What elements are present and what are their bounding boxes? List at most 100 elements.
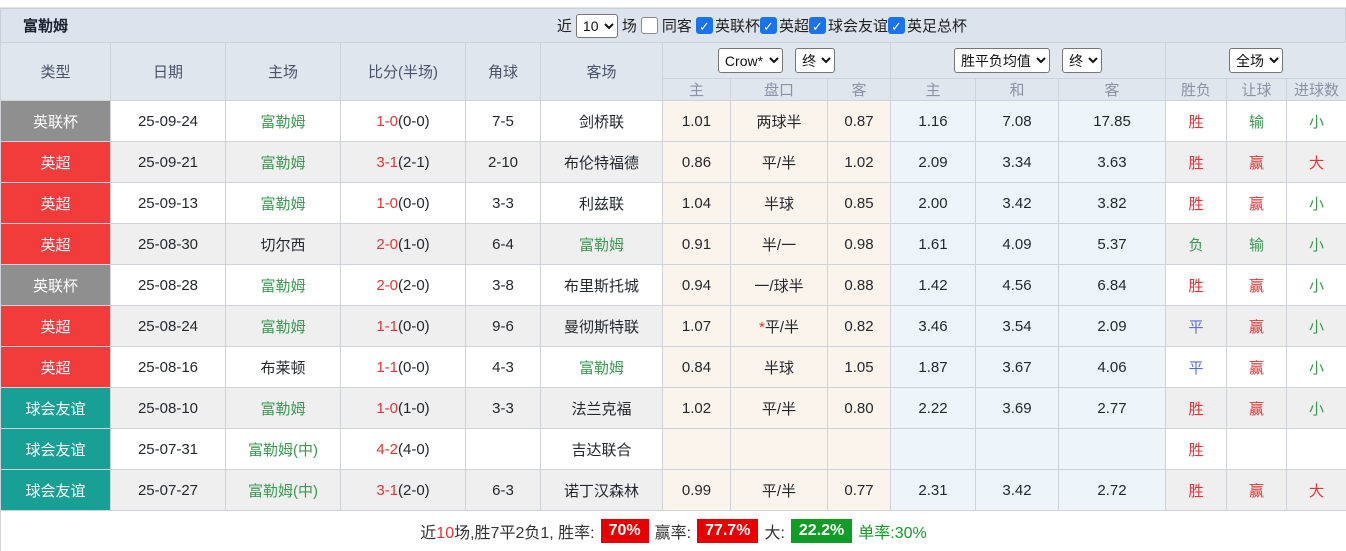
cell-corner: 2-10: [465, 141, 541, 183]
table-row: 英超 25-08-16 布莱顿 1-1(0-0) 4-3 富勒姆 0.84 半球 1.05 1.8…: [0, 346, 1346, 388]
cell-text: (0-0): [398, 194, 430, 212]
cell-avg-draw: 4.09: [975, 223, 1060, 265]
cell-result-wdl: 胜: [1165, 100, 1228, 142]
col-header-type: 类型: [0, 42, 111, 101]
cell-text: (4-0): [398, 440, 430, 458]
cell-date: 25-08-28: [110, 264, 226, 306]
summary-count: 10: [436, 525, 455, 542]
single-rate: 单率:30%: [858, 519, 926, 543]
cell-result-wdl: 平: [1165, 346, 1228, 388]
cell-avg-draw: 4.56: [975, 264, 1060, 306]
cell-score: 2-0(2-0): [340, 264, 466, 306]
subheader-avg-home: 主: [890, 78, 977, 101]
cell-odds-home: 0.99: [662, 469, 731, 511]
cell-date: 25-09-13: [110, 182, 226, 224]
cell-result-handicap: [1226, 428, 1288, 470]
cell-corner: 6-4: [465, 223, 541, 265]
cell-text: 半球: [763, 195, 794, 213]
cell-odds-away: 0.98: [826, 223, 892, 265]
big-rate-label: 大:: [764, 525, 785, 542]
cell-corner: 3-3: [465, 182, 541, 224]
scope-select[interactable]: 全场: [1229, 48, 1284, 73]
page-title: 富勒姆: [23, 18, 69, 35]
subheader-result-goals: 进球数: [1286, 78, 1346, 101]
avg-type-select[interactable]: 胜平负均值: [953, 48, 1050, 73]
cell-handicap: *平/半: [730, 305, 828, 347]
cell-avg-home: 1.87: [890, 346, 977, 388]
cell-away-team: 富勒姆: [540, 346, 663, 388]
cell-avg-draw: 3.67: [975, 346, 1060, 388]
avg-stage-select[interactable]: 终: [1062, 48, 1103, 73]
cell-text: 2-0: [376, 235, 398, 253]
cell-date: 25-09-24: [110, 100, 226, 142]
cell-home-team: 富勒姆: [225, 264, 341, 306]
cell-result-handicap: 赢: [1226, 182, 1288, 224]
cell-result-handicap: 赢: [1226, 387, 1288, 429]
subheader-avg-away: 客: [1058, 78, 1167, 101]
cell-date: 25-08-24: [110, 305, 226, 347]
cell-result-goals: 小: [1286, 100, 1346, 142]
cell-avg-home: 1.16: [890, 100, 977, 142]
cell-avg-home: 1.42: [890, 264, 977, 306]
big-rate-badge: 22.2%: [790, 519, 853, 543]
same-venue-label: 同客: [661, 18, 692, 35]
cell-corner: 9-6: [465, 305, 541, 347]
cell-text: (1-0): [398, 399, 430, 417]
cell-score: 1-0(1-0): [340, 387, 466, 429]
cell-competition: 英联杯: [0, 100, 111, 142]
cell-text: 平/半: [764, 318, 799, 336]
cell-competition: 球会友谊: [0, 428, 111, 470]
cell-avg-away: 6.84: [1058, 264, 1167, 306]
cell-away-team: 剑桥联: [540, 100, 663, 142]
cell-text: 1-0: [376, 194, 398, 212]
cell-handicap: 两球半: [730, 100, 828, 142]
summary-text: 近10场,胜7平2负1, 胜率: 70% 赢率: 77.7% 大: 22.2% …: [2, 519, 1346, 543]
cell-result-goals: 大: [1286, 141, 1346, 183]
top-strip: [0, 0, 1346, 8]
odds-company-select[interactable]: Crow*: [717, 48, 783, 73]
cell-handicap: 半球: [730, 182, 828, 224]
cell-avg-home: 1.61: [890, 223, 977, 265]
cell-result-handicap: 赢: [1226, 305, 1288, 347]
cell-odds-home: 1.04: [662, 182, 731, 224]
table-row: 球会友谊 25-08-10 富勒姆 1-0(1-0) 3-3 法兰克福 1.02 平/半 0.8…: [0, 387, 1346, 429]
cell-home-team: 切尔西: [225, 223, 341, 265]
cell-result-wdl: 胜: [1165, 182, 1228, 224]
cell-text: 1-0: [376, 112, 398, 130]
single-rate-value: 30%: [894, 525, 927, 542]
recent-count-select[interactable]: 10: [575, 13, 618, 38]
cell-text: (0-0): [398, 317, 430, 335]
subheader-odds-away: 客: [826, 78, 892, 101]
cell-handicap: 半球: [730, 346, 828, 388]
cell-home-team: 富勒姆: [225, 141, 341, 183]
table-row: 英联杯 25-09-24 富勒姆 1-0(0-0) 7-5 剑桥联 1.01 两球半 0.87 1…: [0, 100, 1346, 142]
table-row: 英超 25-09-13 富勒姆 1-0(0-0) 3-3 利兹联 1.04 半球 0.85 2.0…: [0, 182, 1346, 224]
cell-avg-away: 3.82: [1058, 182, 1167, 224]
checkbox-icon[interactable]: ✓: [887, 17, 905, 34]
cell-odds-away: 0.87: [826, 100, 892, 142]
cell-result-goals: 小: [1286, 305, 1346, 347]
cell-avg-draw: 3.42: [975, 469, 1060, 511]
cell-score: 1-1(0-0): [340, 305, 466, 347]
checkbox-icon[interactable]: ✓: [695, 17, 713, 34]
cell-competition: 英超: [0, 141, 111, 183]
cell-avg-home: 2.09: [890, 141, 977, 183]
checkbox-icon[interactable]: ✓: [808, 17, 826, 34]
cell-odds-home: 0.94: [662, 264, 731, 306]
cell-date: 25-08-10: [110, 387, 226, 429]
cell-handicap: 一/球半: [730, 264, 828, 306]
odds-stage-select[interactable]: 终: [795, 48, 836, 73]
checkbox-icon[interactable]: ✓: [759, 17, 777, 34]
filter-item: ✓ 球会友谊: [808, 15, 888, 36]
cell-home-team: 富勒姆: [225, 387, 341, 429]
cell-away-team: 布里斯托城: [540, 264, 663, 306]
same-venue-checkbox[interactable]: [640, 17, 658, 34]
cell-avg-home: [890, 428, 977, 470]
cell-away-team: 曼彻斯特联: [540, 305, 663, 347]
cell-result-handicap: 输: [1226, 223, 1288, 265]
subheader-result-handicap: 让球: [1226, 78, 1288, 101]
handicap-rate-label: 赢率:: [654, 525, 692, 542]
cell-text: 平/半: [761, 154, 797, 172]
cell-score: 2-0(1-0): [340, 223, 466, 265]
